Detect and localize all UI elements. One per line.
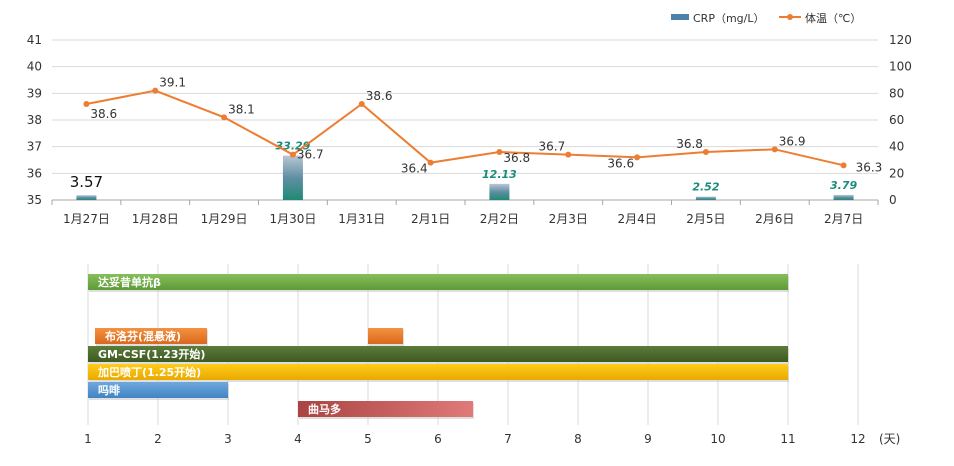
x-axis-tick: 2月1日 — [411, 212, 450, 226]
left-axis-tick: 40 — [27, 60, 42, 74]
temperature-point — [289, 151, 296, 158]
gantt-bar-label: 加巴喷丁(1.25开始) — [97, 365, 201, 379]
temperature-data-label: 39.1 — [159, 76, 186, 90]
right-axis-tick: 120 — [889, 33, 912, 47]
gantt-axis-tick: 11 — [780, 432, 795, 446]
gantt-bar — [298, 401, 473, 417]
gantt-axis-tick: 3 — [224, 432, 232, 446]
left-axis-tick: 38 — [27, 113, 42, 127]
crp-data-label: 3.57 — [70, 173, 103, 191]
temperature-line — [86, 89, 844, 167]
temperature-point — [358, 101, 365, 107]
gantt-bar-label: 达妥昔单抗β — [98, 275, 161, 289]
crp-bar — [695, 196, 716, 200]
legend-temp-marker — [787, 14, 793, 20]
x-axis-tick: 1月30日 — [269, 212, 316, 226]
temperature-data-label: 36.8 — [676, 137, 703, 151]
right-axis-tick: 60 — [889, 113, 904, 127]
temperature-data-label: 36.8 — [503, 151, 530, 165]
temperature-point — [427, 159, 434, 166]
gantt-axis-tick: 1 — [84, 432, 92, 446]
temperature-data-label: 36.3 — [856, 160, 883, 174]
gantt-bar — [88, 364, 788, 380]
gantt-axis-tick: 4 — [294, 432, 302, 446]
gantt-axis-tick: 8 — [574, 432, 582, 446]
right-axis-tick: 100 — [889, 60, 912, 74]
x-axis-tick: 1月28日 — [132, 212, 179, 226]
temperature-data-label: 38.6 — [366, 89, 393, 103]
gantt-bar-label: GM-CSF(1.23开始) — [98, 347, 205, 361]
gantt-axis-tick: 10 — [710, 432, 725, 446]
legend-temp-label: 体温（℃） — [805, 11, 861, 25]
gantt-bar — [88, 274, 788, 290]
crp-data-label: 3.79 — [830, 179, 857, 192]
gantt-axis-tick: 6 — [434, 432, 442, 446]
right-axis-tick: 40 — [889, 140, 904, 154]
gantt-bar-label: 吗啡 — [98, 383, 120, 397]
temperature-data-label: 36.4 — [401, 162, 428, 176]
x-axis-tick: 2月4日 — [617, 212, 656, 226]
left-axis-tick: 41 — [27, 33, 42, 47]
x-axis-tick: 2月2日 — [480, 212, 519, 226]
x-axis-tick: 1月29日 — [201, 212, 248, 226]
gantt-bar — [95, 328, 207, 344]
x-axis-tick: 1月27日 — [63, 212, 110, 226]
gantt-bar-label: 布洛芬(混悬液) — [105, 329, 181, 343]
temperature-point — [83, 101, 90, 107]
x-axis-tick: 1月31日 — [338, 212, 385, 226]
right-axis-tick: 20 — [889, 166, 904, 180]
temperature-point — [152, 87, 159, 94]
crp-bar — [489, 183, 510, 200]
gantt-axis-tick: 12 — [850, 432, 865, 446]
temperature-data-label: 38.6 — [90, 107, 117, 121]
left-axis-tick: 35 — [27, 193, 42, 207]
temperature-data-label: 36.6 — [607, 156, 634, 170]
crp-bar — [833, 194, 854, 200]
legend-crp-label: CRP（mg/L） — [693, 12, 765, 25]
x-axis-tick: 2月5日 — [686, 212, 725, 226]
gantt-bar — [368, 328, 403, 344]
gantt-axis-unit: (天) — [879, 432, 900, 446]
crp-bar — [282, 155, 303, 200]
left-axis-tick: 39 — [27, 86, 42, 100]
gantt-axis-tick: 2 — [154, 432, 162, 446]
temperature-point — [565, 151, 572, 158]
gantt-axis-tick: 7 — [504, 432, 512, 446]
legend-crp-swatch — [671, 14, 689, 20]
left-axis-tick: 37 — [27, 140, 42, 154]
temperature-point — [702, 149, 709, 155]
temperature-data-label: 38.1 — [228, 102, 255, 116]
right-axis-tick: 80 — [889, 86, 904, 100]
left-axis-tick: 36 — [27, 166, 42, 180]
gantt-axis-tick: 9 — [644, 432, 652, 446]
right-axis-tick: 0 — [889, 193, 897, 207]
temperature-point — [496, 149, 503, 155]
temperature-data-label: 36.7 — [539, 140, 566, 154]
crp-data-label: 2.52 — [692, 181, 719, 194]
temperature-point — [221, 114, 228, 121]
crp-data-label: 12.13 — [482, 168, 517, 181]
temperature-point — [771, 146, 778, 153]
crp-bar — [76, 195, 97, 200]
temperature-data-label: 36.9 — [779, 134, 806, 148]
gantt-bar — [88, 382, 228, 398]
x-axis-tick: 2月6日 — [755, 212, 794, 226]
x-axis-tick: 2月7日 — [824, 212, 863, 226]
temperature-point — [634, 154, 641, 161]
gantt-axis-tick: 5 — [364, 432, 372, 446]
temperature-point — [840, 162, 847, 169]
gantt-bar-label: 曲马多 — [308, 402, 341, 416]
temperature-data-label: 36.7 — [297, 148, 324, 162]
gantt-bar — [88, 346, 788, 362]
x-axis-tick: 2月3日 — [549, 212, 588, 226]
